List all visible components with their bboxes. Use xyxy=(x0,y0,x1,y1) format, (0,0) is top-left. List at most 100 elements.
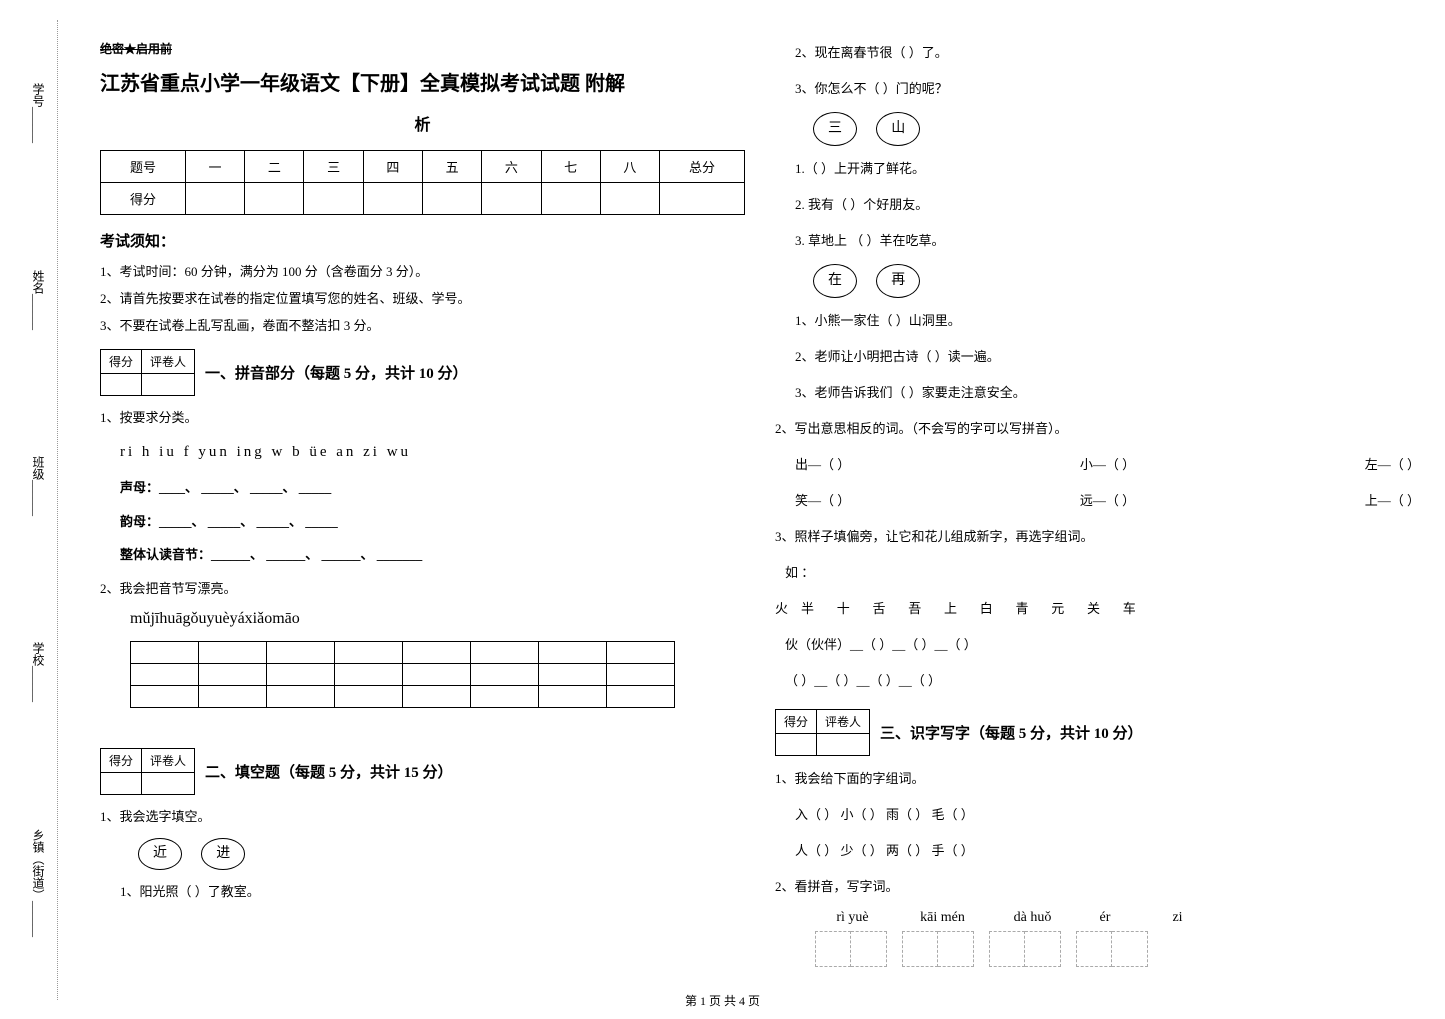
vlabel: 学号______ xyxy=(30,83,47,143)
scorer: 评卷人 xyxy=(142,748,195,772)
pinyin-cell: jī xyxy=(150,610,159,633)
scorer-table: 得分评卷人 xyxy=(100,349,195,396)
vlabel: 班级______ xyxy=(30,456,47,516)
oval-char: 进 xyxy=(201,838,245,869)
section-header: 得分评卷人 三、识字写字（每题 5 分，共计 10 分） xyxy=(775,709,1420,756)
notice-item: 1、考试时间：60 分钟，满分为 100 分（含卷面分 3 分）。 xyxy=(100,261,745,280)
question: 2、写出意思相反的词。（不会写的字可以写拼音）。 xyxy=(775,416,1420,442)
opposite-row: 出—（ ） 小—（ ） 左—（ ） xyxy=(795,452,1420,478)
notice-item: 2、请首先按要求在试卷的指定位置填写您的姓名、班级、学号。 xyxy=(100,288,745,307)
box-group xyxy=(1076,931,1148,967)
question: 2、我会把音节写漂亮。 xyxy=(100,577,745,600)
fill-blank: 2、老师让小明把古诗（ ）读一遍。 xyxy=(795,344,1420,370)
fill-blank: 3、你怎么不（ ）门的呢？ xyxy=(795,76,1420,102)
th: 八 xyxy=(600,151,659,183)
th: 总分 xyxy=(660,151,745,183)
pinyin: rì yuè xyxy=(815,910,890,926)
pinyin-cell: māo xyxy=(272,610,300,633)
pinyin-cell: xiǎo xyxy=(245,610,273,633)
example-label: 如 ： xyxy=(785,560,1420,586)
table-row: 题号 一 二 三 四 五 六 七 八 总分 xyxy=(101,151,745,183)
notice-header: 考试须知： xyxy=(100,230,745,251)
row-label: 得分 xyxy=(101,183,186,215)
exam-subtitle: 析 xyxy=(100,111,745,135)
char-options: 三 山 xyxy=(805,112,1420,146)
word-pair: 入（ ） 小（ ） 雨（ ） 毛（ ） xyxy=(795,802,1420,828)
scorer: 得分 xyxy=(101,748,142,772)
pinyin-cell: gǒu xyxy=(182,610,206,633)
main-content: 绝密★启用前 江苏省重点小学一年级语文【下册】全真模拟考试试题 附解 析 题号 … xyxy=(100,40,1420,967)
right-column: 2、现在离春节很（ ）了。 3、你怎么不（ ）门的呢？ 三 山 1.（ ）上开满… xyxy=(775,40,1420,967)
opposite: 远—（ ） xyxy=(1080,488,1135,514)
opposite: 出—（ ） xyxy=(795,452,850,478)
pinyin-grid: mǔ jī huā gǒu yuè yá xiǎo māo xyxy=(130,610,300,633)
scorer: 评卷人 xyxy=(142,350,195,374)
th: 四 xyxy=(363,151,422,183)
question: 1、按要求分类。 xyxy=(100,406,745,429)
fill-line: 声母：____、 _____、 _____、 _____ xyxy=(120,476,745,499)
oval-char: 再 xyxy=(876,264,920,298)
opposite: 小—（ ） xyxy=(1080,452,1135,478)
question: 1、我会选字填空。 xyxy=(100,805,745,828)
vlabel: 乡镇（街道）______ xyxy=(30,829,47,937)
th: 六 xyxy=(482,151,541,183)
write-boxes xyxy=(815,931,1420,967)
th: 一 xyxy=(185,151,244,183)
th: 三 xyxy=(304,151,363,183)
pinyin: dà huǒ xyxy=(995,910,1070,926)
pinyin: ér xyxy=(1085,910,1125,926)
section-header: 得分评卷人 二、填空题（每题 5 分，共计 15 分） xyxy=(100,748,745,795)
question: 3、照样子填偏旁，让它和花儿组成新字，再选字组词。 xyxy=(775,524,1420,550)
fill-blank: 1、阳光照（ ）了教室。 xyxy=(120,880,745,903)
pinyin: zi xyxy=(1140,910,1215,926)
pinyin: kāi mén xyxy=(905,910,980,926)
fill-blank: 2. 我有（ ）个好朋友。 xyxy=(795,192,1420,218)
notice-item: 3、不要在试卷上乱写乱画，卷面不整洁扣 3 分。 xyxy=(100,315,745,334)
oval-char: 近 xyxy=(138,838,182,869)
char-options: 在 再 xyxy=(805,264,1420,298)
scorer: 评卷人 xyxy=(817,710,870,734)
opposite-row: 笑—（ ） 远—（ ） 上—（ ） xyxy=(795,488,1420,514)
table-row: 得分 xyxy=(101,183,745,215)
box-group xyxy=(902,931,974,967)
pinyin-list: ri h iu f yun ing w b üe an zi wu xyxy=(120,439,745,466)
box-group xyxy=(815,931,887,967)
pinyin-cell: yuè xyxy=(206,610,229,633)
scorer-table: 得分评卷人 xyxy=(100,748,195,795)
fill-line: 整体认读音节：______、 ______、 ______、 _______ xyxy=(120,543,745,566)
oval-char: 在 xyxy=(813,264,857,298)
fill-line: 伙（伙伴）__（ ）__（ ）__（ ） xyxy=(785,632,1420,658)
score-table: 题号 一 二 三 四 五 六 七 八 总分 得分 xyxy=(100,150,745,215)
scorer-table: 得分评卷人 xyxy=(775,709,870,756)
section-header: 得分评卷人 一、拼音部分（每题 5 分，共计 10 分） xyxy=(100,349,745,396)
oval-char: 三 xyxy=(813,112,857,146)
question: 1、我会给下面的字组词。 xyxy=(775,766,1420,792)
fill-blank: 3. 草地上 （ ）羊在吃草。 xyxy=(795,228,1420,254)
fill-blank: 1.（ ）上开满了鲜花。 xyxy=(795,156,1420,182)
fill-blank: 1、小熊一家住（ ）山洞里。 xyxy=(795,308,1420,334)
fill-blank: 3、老师告诉我们（ ）家要走注意安全。 xyxy=(795,380,1420,406)
scorer: 得分 xyxy=(776,710,817,734)
pinyin-cell: yá xyxy=(230,610,245,633)
opposite: 左—（ ） xyxy=(1365,452,1420,478)
left-column: 绝密★启用前 江苏省重点小学一年级语文【下册】全真模拟考试试题 附解 析 题号 … xyxy=(100,40,745,967)
fill-line: （ ）__（ ）__（ ）__（ ） xyxy=(785,668,1420,694)
th: 二 xyxy=(245,151,304,183)
th: 题号 xyxy=(101,151,186,183)
fill-blank: 2、现在离春节很（ ）了。 xyxy=(795,40,1420,66)
th: 七 xyxy=(541,151,600,183)
box-group xyxy=(989,931,1061,967)
section-title: 二、填空题（每题 5 分，共计 15 分） xyxy=(205,761,453,782)
oval-char: 山 xyxy=(876,112,920,146)
vlabel: 姓名______ xyxy=(30,270,47,330)
page-footer: 第 1 页 共 4 页 xyxy=(0,992,1445,1009)
word-pair: 人（ ） 少（ ） 两（ ） 手（ ） xyxy=(795,838,1420,864)
opposite: 笑—（ ） xyxy=(795,488,850,514)
fill-line: 韵母：_____、 _____、 _____、 _____ xyxy=(120,510,745,533)
section-title: 一、拼音部分（每题 5 分，共计 10 分） xyxy=(205,362,468,383)
opposite: 上—（ ） xyxy=(1365,488,1420,514)
scorer: 得分 xyxy=(101,350,142,374)
vlabel: 学校______ xyxy=(30,642,47,702)
question: 2、看拼音，写字词。 xyxy=(775,874,1420,900)
pinyin-cell: huā xyxy=(159,610,182,633)
